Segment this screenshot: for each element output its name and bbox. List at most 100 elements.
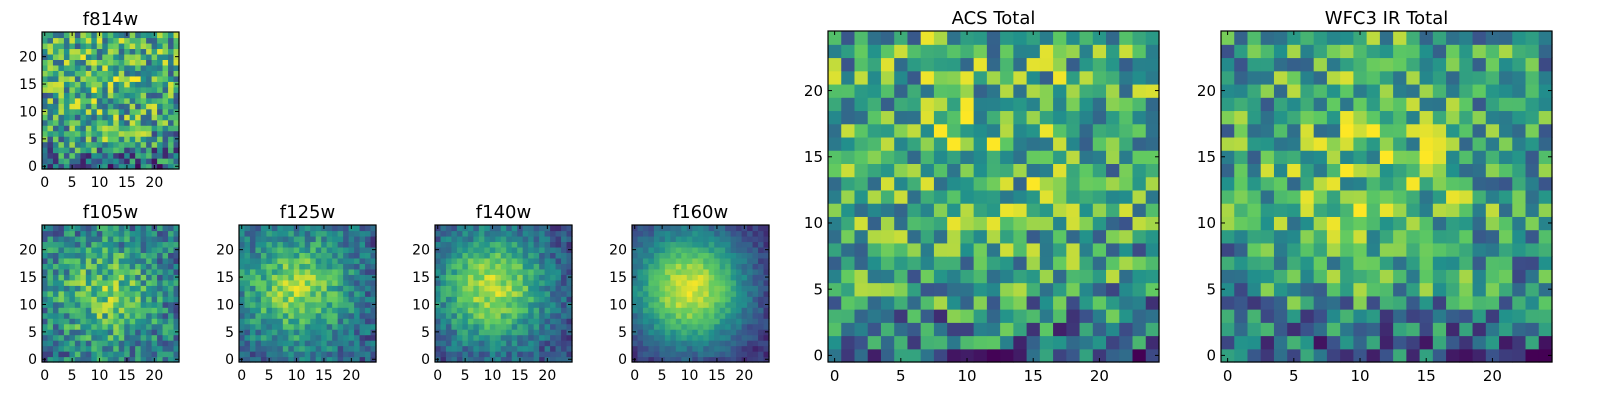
heatmap-cell	[467, 285, 474, 292]
heatmap-cell	[533, 307, 540, 314]
heatmap-cell	[533, 285, 540, 292]
heatmap-cell	[500, 241, 507, 248]
heatmap-cell	[91, 340, 98, 347]
heatmap-cell	[495, 301, 502, 308]
heatmap-cell	[495, 290, 502, 297]
heatmap-cell	[1221, 44, 1235, 59]
heatmap-cell	[986, 163, 1001, 178]
heatmap-cell	[1472, 123, 1487, 138]
heatmap-cell	[1353, 269, 1368, 284]
heatmap-cell	[58, 351, 65, 358]
heatmap-cell	[495, 345, 502, 352]
heatmap-cell	[1366, 136, 1381, 151]
heatmap-cell	[555, 312, 562, 319]
heatmap-cell	[1340, 31, 1354, 45]
heatmap-cell	[489, 351, 496, 358]
heatmap-cell	[697, 312, 704, 319]
heatmap-cell	[725, 235, 732, 243]
heatmap-cell	[124, 48, 131, 55]
x-tick-label: 10	[91, 368, 109, 384]
heatmap-cell	[107, 103, 114, 110]
heatmap-cell	[124, 345, 131, 352]
heatmap-cell	[173, 75, 180, 82]
heatmap-cell	[1234, 110, 1249, 125]
heatmap-cell	[517, 230, 524, 237]
heatmap-cell	[763, 290, 770, 297]
heatmap-cell	[135, 130, 142, 137]
heatmap-cell	[74, 356, 81, 363]
heatmap-cell	[96, 252, 103, 259]
heatmap-cell	[489, 296, 496, 303]
heatmap-cell	[63, 70, 70, 77]
heatmap-cell	[456, 318, 463, 325]
heatmap-cell	[96, 37, 103, 44]
heatmap-cell	[637, 312, 644, 319]
heatmap-cell	[1273, 282, 1288, 297]
heatmap-cell	[484, 301, 491, 308]
heatmap-cell	[854, 176, 869, 191]
heatmap-cell	[659, 274, 666, 281]
heatmap-cell	[664, 230, 671, 237]
heatmap-cell	[1459, 295, 1474, 310]
heatmap-cell	[1538, 295, 1553, 310]
heatmap-cell	[146, 285, 153, 292]
y-tick-label: 5	[618, 325, 627, 341]
heatmap-cell	[462, 274, 469, 281]
heatmap-cell	[1459, 150, 1474, 164]
heatmap-cell	[47, 147, 54, 154]
heatmap-cell	[124, 230, 131, 237]
heatmap-cell	[1419, 97, 1434, 112]
heatmap-cell	[135, 114, 142, 121]
heatmap-cell	[747, 246, 754, 253]
heatmap-cell	[151, 97, 158, 104]
heatmap-cell	[293, 307, 300, 314]
heatmap-cell	[140, 32, 147, 39]
heatmap-cell	[462, 296, 469, 303]
heatmap-cell	[528, 345, 535, 352]
heatmap-cell	[1499, 97, 1513, 112]
heatmap-cell	[96, 141, 103, 148]
heatmap-cell	[533, 279, 540, 286]
heatmap-cell	[1472, 136, 1487, 151]
heatmap-cell	[359, 351, 366, 358]
heatmap-cell	[1000, 335, 1014, 350]
heatmap-cell	[675, 307, 682, 314]
heatmap-cell	[343, 235, 350, 243]
heatmap-cell	[239, 351, 246, 358]
heatmap-cell	[1000, 216, 1014, 231]
heatmap-cell	[719, 307, 726, 314]
heatmap-cell	[304, 285, 311, 292]
heatmap-cell	[456, 241, 463, 248]
heatmap-cell	[124, 279, 131, 286]
heatmap-cell	[332, 290, 339, 297]
heatmap-cell	[124, 241, 131, 248]
heatmap-cell	[1538, 57, 1553, 72]
heatmap-cell	[686, 274, 693, 281]
heatmap-cell	[332, 279, 339, 286]
heatmap-cell	[736, 323, 743, 330]
heatmap-cell	[653, 351, 660, 358]
heatmap-cell	[708, 263, 715, 270]
heatmap-cell	[719, 241, 726, 248]
heatmap-cell	[637, 252, 644, 259]
heatmap-cell	[173, 252, 180, 259]
heatmap-cell	[63, 141, 70, 148]
heatmap-cell	[637, 290, 644, 297]
heatmap-cell	[58, 356, 65, 363]
heatmap-cell	[522, 345, 529, 352]
heatmap-cell	[140, 97, 147, 104]
heatmap-cell	[249, 345, 257, 352]
heatmap-cell	[321, 252, 328, 259]
heatmap-cell	[58, 301, 65, 308]
heatmap-cell	[1079, 57, 1094, 72]
heatmap-cell	[80, 48, 87, 55]
heatmap-cell	[299, 241, 306, 248]
heatmap-cell	[1499, 163, 1513, 178]
heatmap-cell	[326, 351, 333, 358]
heatmap-cell	[522, 241, 529, 248]
heatmap-cell	[118, 59, 125, 66]
heatmap-cell	[451, 279, 458, 286]
heatmap-cell	[500, 296, 507, 303]
heatmap-cell	[495, 225, 502, 232]
heatmap-cell	[703, 307, 710, 314]
